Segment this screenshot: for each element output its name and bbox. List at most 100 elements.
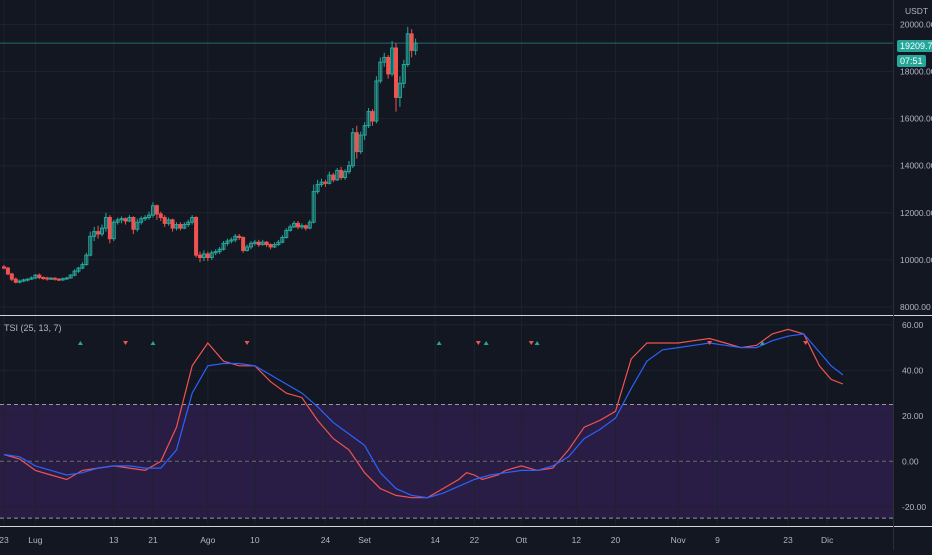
candle-body — [45, 277, 50, 280]
candle-body — [49, 277, 54, 280]
candle-body — [150, 205, 155, 216]
signal-up-marker — [483, 341, 489, 345]
candle-body — [162, 216, 167, 224]
price-tick-label: 16000.00 — [900, 114, 932, 124]
candle-body — [256, 241, 261, 246]
candle-body — [68, 274, 73, 279]
candle-body — [13, 278, 18, 283]
candle-body — [233, 235, 238, 241]
candle-body — [2, 266, 6, 269]
time-tick-label: 13 — [109, 535, 119, 545]
candle-body — [252, 241, 257, 244]
candle-body — [115, 219, 120, 223]
candle-body — [107, 216, 112, 240]
candle-body — [307, 221, 312, 229]
signal-down-marker — [528, 341, 534, 345]
candle-body — [339, 169, 344, 178]
candle-body — [382, 56, 387, 63]
candle-body — [405, 33, 410, 65]
current-price-badge: 19209.76 — [897, 40, 932, 52]
candle-body — [198, 254, 202, 259]
candle-body — [362, 125, 367, 136]
time-tick-label: 23 — [783, 535, 793, 545]
candle-body — [111, 221, 116, 240]
candle-body — [358, 134, 363, 153]
tsi-tick-label: -20.00 — [902, 502, 926, 512]
candle-body — [166, 219, 171, 224]
candle-body — [248, 242, 253, 248]
time-tick-label: 14 — [430, 535, 440, 545]
tsi-line — [3, 328, 844, 499]
tsi-indicator-title: TSI (25, 13, 7) — [4, 323, 62, 333]
candle-body — [80, 264, 85, 269]
candle-body — [260, 241, 265, 246]
candle-body — [299, 225, 304, 228]
candle-body — [190, 216, 195, 223]
candle-body — [194, 216, 199, 256]
candle-body — [9, 273, 14, 280]
time-tick-label: 20 — [611, 535, 621, 545]
candle-body — [41, 277, 46, 280]
candle-body — [182, 224, 187, 229]
candle-body — [315, 184, 320, 193]
candle-body — [143, 216, 148, 220]
candle-body — [17, 280, 22, 283]
price-tick-label: 14000.00 — [900, 161, 932, 171]
candle-body — [319, 181, 324, 186]
candle-body — [37, 274, 42, 279]
candle-body — [397, 82, 402, 98]
candle-body — [127, 216, 132, 222]
time-tick-label: Nov — [671, 535, 687, 545]
candle-body — [52, 277, 57, 280]
candle-body — [154, 205, 159, 215]
signal-up-marker — [150, 341, 156, 345]
candle-body — [268, 244, 273, 248]
candle-body — [84, 254, 89, 266]
candle-body — [311, 191, 316, 223]
candle-body — [409, 33, 414, 51]
candle-body — [390, 47, 395, 75]
time-tick-label: 24 — [321, 535, 331, 545]
candle-body — [170, 219, 175, 229]
candle-body — [147, 214, 152, 218]
candle-body — [374, 80, 379, 122]
candle-body — [103, 216, 108, 229]
candle-body — [264, 241, 269, 246]
candle-body — [60, 278, 65, 281]
candle-body — [96, 231, 101, 235]
candle-body — [288, 226, 293, 231]
candle-body — [413, 42, 418, 51]
price-tick-label: 10000.00 — [900, 255, 932, 265]
candle-body — [350, 132, 355, 167]
candle-body — [229, 239, 234, 242]
time-tick-label: 21 — [148, 535, 158, 545]
currency-label: USDT — [905, 6, 928, 16]
candle-body — [5, 267, 10, 275]
candle-body — [100, 227, 104, 235]
time-tick-label: 12 — [572, 535, 582, 545]
candle-body — [158, 213, 163, 218]
signal-down-marker — [244, 341, 250, 345]
candle-body — [201, 253, 206, 259]
candle-body — [272, 244, 277, 248]
candle-body — [217, 248, 222, 253]
candle-body — [327, 174, 332, 184]
time-tick-label: Dic — [821, 535, 834, 545]
candle-body — [88, 235, 93, 256]
time-tick-label: Ago — [200, 535, 215, 545]
signal-up-marker — [77, 341, 83, 345]
candle-body — [186, 221, 191, 226]
candle-body — [366, 111, 371, 127]
candle-body — [303, 225, 308, 229]
candle-body — [25, 278, 30, 281]
time-tick-label: Lug — [28, 535, 42, 545]
time-tick-label: Set — [358, 535, 371, 545]
signal-down-marker — [123, 341, 129, 345]
signal-down-marker — [803, 341, 809, 345]
signal-down-marker — [475, 341, 481, 345]
candle-body — [64, 277, 69, 280]
tsi-tick-label: 20.00 — [902, 411, 924, 421]
candle-body — [245, 246, 250, 251]
